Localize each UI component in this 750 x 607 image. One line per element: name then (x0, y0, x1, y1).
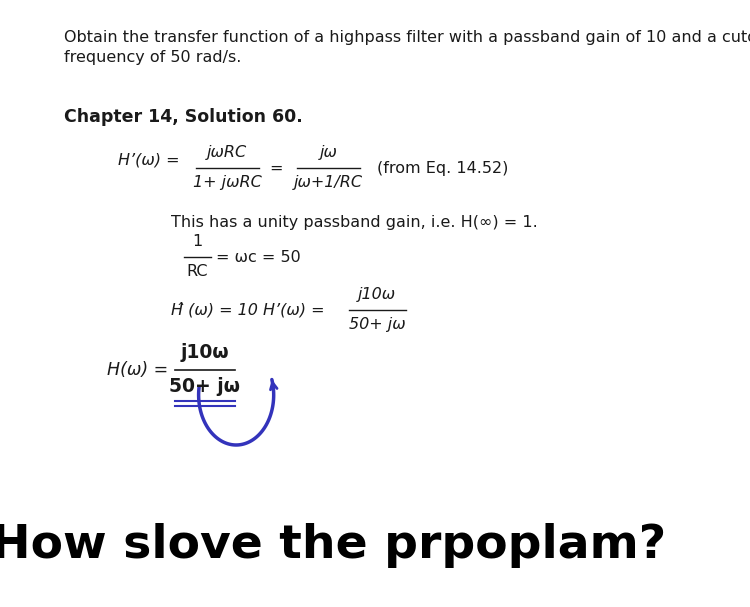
Text: =: = (269, 160, 283, 175)
Text: 1: 1 (192, 234, 202, 249)
Text: RC: RC (186, 265, 208, 279)
Text: 50+ jω: 50+ jω (349, 317, 406, 333)
Text: Obtain the transfer function of a highpass filter with a passband gain of 10 and: Obtain the transfer function of a highpa… (64, 30, 750, 45)
Text: Ĥ (ω) = 10 H’(ω) =: Ĥ (ω) = 10 H’(ω) = (171, 302, 324, 317)
Text: How slove the prpoplam?: How slove the prpoplam? (0, 523, 666, 568)
Text: H’(ω) =: H’(ω) = (118, 152, 180, 168)
Text: frequency of 50 rad/s.: frequency of 50 rad/s. (64, 50, 241, 65)
Text: Chapter 14, Solution 60.: Chapter 14, Solution 60. (64, 108, 302, 126)
Text: j10ω: j10ω (358, 288, 396, 302)
Text: = ωᴄ = 50: = ωᴄ = 50 (216, 249, 301, 265)
Text: This has a unity passband gain, i.e. H(∞) = 1.: This has a unity passband gain, i.e. H(∞… (171, 215, 538, 230)
Text: jωRC: jωRC (207, 144, 248, 160)
Text: jω+1/RC: jω+1/RC (294, 175, 363, 191)
Text: H(ω) =: H(ω) = (107, 361, 168, 379)
Text: jω: jω (320, 144, 338, 160)
Text: 1+ jωRC: 1+ jωRC (193, 175, 262, 191)
Text: (from Eq. 14.52): (from Eq. 14.52) (377, 160, 508, 175)
Text: j10ω: j10ω (180, 344, 229, 362)
Text: 50+ jω: 50+ jω (170, 378, 240, 396)
